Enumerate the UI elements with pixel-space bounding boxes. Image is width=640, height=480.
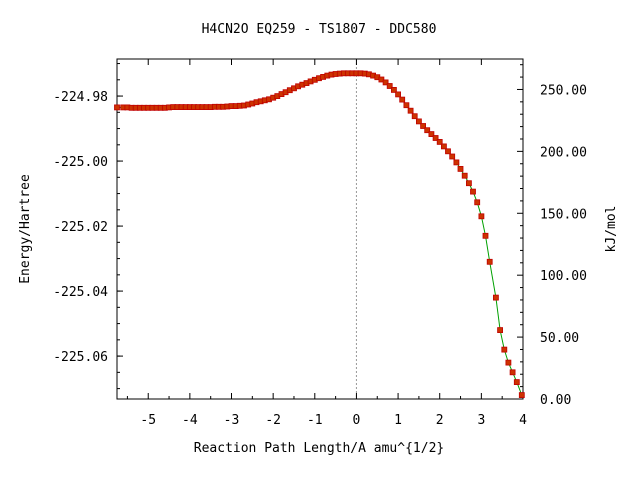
data-point	[428, 131, 435, 138]
y2-tick-label: 50.00	[540, 331, 579, 346]
data-point	[411, 113, 418, 120]
y2-tick-label: 100.00	[540, 269, 587, 284]
data-point	[445, 148, 451, 155]
x-tick-label: 2	[436, 413, 444, 428]
x-tick-label: 3	[477, 413, 485, 428]
data-point	[505, 359, 512, 366]
data-point	[386, 83, 393, 89]
x-tick-label: 4	[519, 413, 527, 428]
x-tick-label: 0	[353, 413, 361, 428]
y-tick-label: -225.04	[53, 285, 108, 300]
energy-points	[114, 70, 525, 399]
y2-tick-label: 150.00	[540, 207, 587, 222]
data-point	[420, 123, 427, 129]
x-tick-label: -2	[265, 413, 281, 428]
data-point	[461, 172, 468, 179]
data-point	[509, 369, 516, 376]
data-point	[395, 91, 402, 98]
data-point	[114, 104, 120, 111]
y-axis-label: Energy/Hartree	[18, 174, 33, 284]
x-tick-label: 1	[394, 413, 402, 428]
data-point	[424, 127, 431, 134]
x-tick-label: -4	[182, 413, 198, 428]
energy-curve	[117, 72, 523, 396]
data-point	[474, 199, 481, 206]
y-tick-label: -225.00	[53, 155, 108, 170]
data-point	[470, 188, 476, 195]
data-point	[440, 143, 447, 150]
data-point	[453, 159, 460, 166]
data-point	[436, 138, 443, 145]
y-tick-label: -225.02	[53, 220, 108, 235]
y2-axis-label: kJ/mol	[604, 206, 619, 253]
data-point	[449, 153, 456, 160]
data-point	[482, 232, 489, 239]
data-point	[501, 346, 508, 353]
plot-frame	[116, 58, 524, 400]
y2-tick-label: 0.00	[540, 393, 571, 408]
x-axis-label: Reaction Path Length/A amu^{1/2}	[194, 441, 444, 456]
data-point	[407, 107, 414, 114]
data-point	[390, 87, 397, 93]
data-point	[497, 327, 504, 334]
y-tick-label: -224.98	[53, 90, 108, 105]
data-point	[486, 258, 493, 265]
data-point	[457, 165, 464, 172]
y2-tick-label: 200.00	[540, 145, 587, 160]
data-point	[478, 213, 485, 220]
x-tick-label: -5	[140, 413, 156, 428]
data-point	[399, 96, 406, 103]
chart-title: H4CN2O EQ259 - TS1807 - DDC580	[202, 22, 437, 37]
y-tick-label: -225.06	[53, 350, 108, 365]
x-axis: -5 -4 -3 -2 -1 0 1 2 3 4	[126, 59, 527, 428]
data-point	[382, 79, 389, 86]
data-point	[513, 379, 520, 386]
data-point	[492, 294, 499, 301]
data-point	[465, 180, 472, 187]
y2-tick-label: 250.00	[540, 83, 587, 98]
y-axis-right: 0.00 50.00 100.00 150.00 200.00 250.00	[517, 64, 587, 408]
data-point	[415, 118, 422, 125]
y-axis-left: -224.98 -225.00 -225.02 -225.04 -225.06	[53, 63, 123, 390]
x-tick-label: -3	[224, 413, 240, 428]
data-point	[378, 76, 385, 83]
data-point	[432, 135, 439, 141]
x-tick-label: -1	[307, 413, 323, 428]
data-point	[518, 392, 525, 399]
data-point	[403, 102, 410, 109]
